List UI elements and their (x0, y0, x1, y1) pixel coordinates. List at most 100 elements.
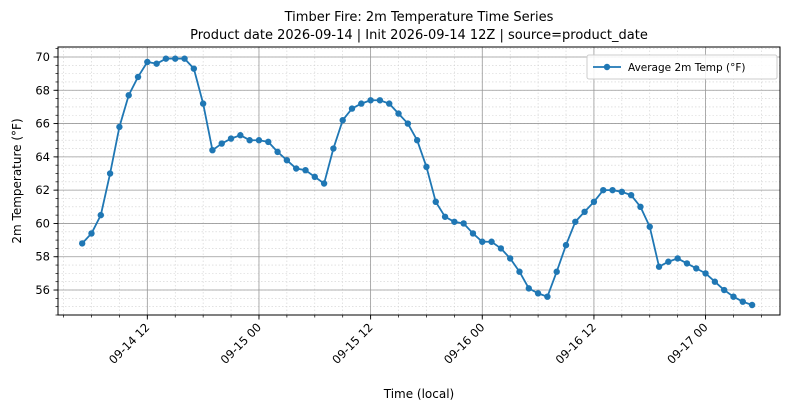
data-point (693, 265, 700, 272)
x-tick-label: 09-16 00 (441, 320, 487, 366)
data-point (627, 191, 635, 199)
series-line (81, 57, 753, 306)
data-point (144, 58, 151, 66)
data-point (134, 73, 142, 81)
data-point (190, 65, 198, 72)
data-point (237, 132, 244, 139)
data-point (488, 238, 495, 245)
data-point (590, 198, 598, 206)
data-point (395, 110, 402, 117)
x-tick-label: 09-17 00 (664, 320, 710, 366)
data-point (572, 218, 579, 225)
legend-marker (603, 63, 611, 71)
data-point (497, 245, 505, 252)
data-point (609, 186, 616, 194)
data-point (646, 223, 653, 230)
x-tick-label: 09-15 00 (218, 320, 264, 366)
data-point (320, 180, 328, 187)
data-point (581, 208, 588, 215)
data-point (702, 270, 709, 277)
data-point (404, 120, 412, 127)
chart-title: Timber Fire: 2m Temperature Time Series (284, 10, 554, 25)
data-point (618, 188, 626, 196)
data-point (469, 230, 477, 237)
x-tick-label: 09-14 12 (106, 320, 152, 366)
data-point (265, 138, 272, 146)
y-tick-label: 66 (35, 117, 50, 131)
data-point (720, 286, 728, 294)
data-point (479, 238, 486, 245)
data-point (330, 145, 337, 152)
data-point (730, 293, 737, 300)
data-point (153, 60, 160, 67)
data-point (441, 213, 449, 220)
legend-entry-label: Average 2m Temp (°F) (628, 62, 746, 74)
data-point (367, 97, 374, 104)
data-point (78, 240, 86, 247)
x-axis-label: Time (local) (383, 387, 455, 401)
data-point (432, 198, 439, 206)
data-point (106, 170, 114, 177)
legend-box (586, 54, 778, 80)
y-tick-label: 70 (35, 50, 50, 64)
data-point (116, 123, 123, 131)
data-point (199, 100, 207, 107)
data-point (544, 293, 551, 300)
data-point (460, 220, 467, 227)
x-tick-label: 09-15 12 (329, 320, 375, 366)
plot-frame (57, 46, 781, 316)
data-point (423, 163, 430, 171)
data-point (218, 140, 225, 147)
data-point (451, 218, 458, 225)
data-point (283, 156, 291, 164)
data-point (339, 117, 346, 124)
y-tick-label: 62 (35, 183, 50, 197)
chart-subtitle: Product date 2026-09-14 | Init 2026-09-1… (190, 28, 648, 43)
data-point (739, 298, 746, 305)
data-point (358, 100, 365, 107)
data-point (227, 135, 235, 142)
data-point (97, 211, 105, 219)
data-point (255, 137, 263, 144)
series-layer (78, 55, 756, 309)
data-point (553, 268, 560, 275)
legend: Average 2m Temp (°F) (586, 54, 778, 80)
data-point (665, 258, 672, 265)
data-point (209, 147, 216, 154)
y-tick-label: 60 (35, 216, 50, 230)
data-point (172, 55, 179, 62)
y-tick-label: 64 (35, 150, 50, 164)
data-point (376, 97, 384, 104)
data-point (506, 255, 514, 262)
data-point (88, 230, 95, 237)
data-point (413, 137, 421, 144)
data-point (181, 55, 188, 62)
y-axis-label: 2m Temperature (°F) (10, 118, 24, 243)
data-point (534, 290, 542, 297)
data-point (311, 173, 318, 181)
data-point (525, 285, 532, 292)
data-point (386, 100, 393, 107)
data-point (292, 165, 300, 172)
data-point (637, 203, 644, 210)
data-point (302, 166, 309, 174)
data-point (683, 260, 691, 267)
data-point (562, 241, 570, 249)
data-point (274, 148, 281, 156)
data-point (125, 92, 132, 99)
data-point (600, 186, 607, 194)
data-point (162, 55, 170, 62)
x-tick-label: 09-16 12 (553, 320, 599, 366)
data-point (348, 105, 356, 112)
major-grid (58, 47, 780, 315)
data-point (246, 137, 253, 144)
data-point (655, 263, 663, 270)
y-tick-label: 68 (35, 83, 50, 97)
y-tick-label: 58 (35, 250, 50, 264)
data-point (516, 268, 523, 275)
data-point (674, 255, 681, 262)
data-point (748, 301, 756, 309)
y-tick-label: 56 (35, 283, 50, 297)
